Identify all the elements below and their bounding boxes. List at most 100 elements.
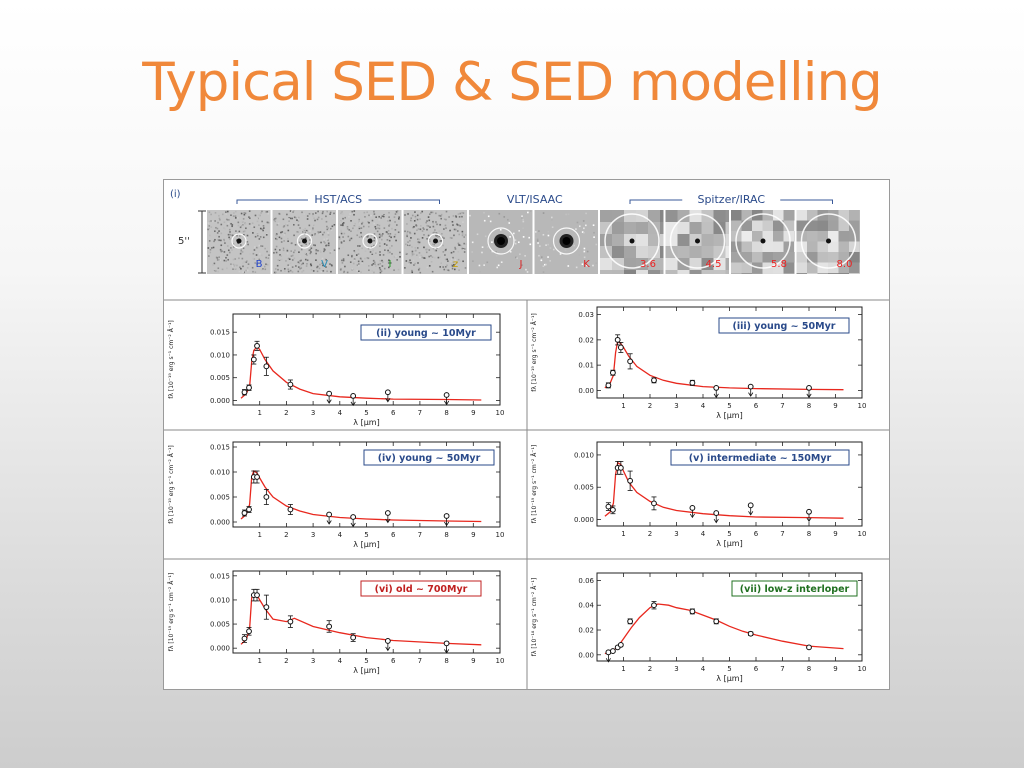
stamp-noise [286,223,288,225]
stamp-pixel [600,210,612,222]
image-stamp: I [338,210,402,274]
stamp-noise [376,237,379,240]
stamp-noise [356,234,359,237]
stamp-noise [262,227,265,229]
stamp-pixel [701,246,714,258]
stamp-noise [274,237,277,240]
stamp-noise [228,236,230,239]
stamp-pixel [807,252,818,263]
stamp-noise [216,232,219,234]
stamp-noise [421,230,424,232]
stamp-noise [384,249,386,251]
stamp-noise [433,231,436,234]
model-curve [240,470,482,523]
stamp-pixel [612,222,624,234]
stamp-noise [379,251,381,253]
stamp-noise [376,224,379,226]
stamp-noise [456,230,459,232]
stamp-noise [240,212,243,215]
data-point [713,618,720,625]
data-marker [254,342,260,349]
stamp-noise [292,251,295,254]
stamp-noise [501,266,503,269]
stamp-noise [298,251,300,254]
stamp-noise [295,265,297,267]
stamp-noise [407,263,409,266]
stamp-noise [449,268,452,270]
stamp-pixel [689,270,702,274]
band-label: 4.5 [706,259,722,270]
x-tick-label: 6 [391,409,396,417]
scale-label: 5'' [178,236,190,247]
stamp-noise [218,235,220,238]
stamp-noise [452,215,455,217]
stamp-noise [223,257,226,260]
stamp-noise [529,243,532,246]
stamp-noise [292,264,294,266]
stamp-pixel [701,234,714,246]
data-marker [246,506,252,513]
data-marker [350,393,357,399]
stamp-noise [378,242,381,244]
stamp-noise [441,236,444,239]
stamp-noise [290,255,293,257]
y-tick-label: 0.00 [578,387,594,395]
stamp-noise [283,234,286,236]
stamp-noise [567,265,570,267]
stamp-noise [435,221,437,223]
stamp-noise [426,266,429,269]
stamp-noise [509,236,511,238]
data-marker [384,638,391,644]
stamp-noise [273,252,275,254]
stamp-noise [463,248,466,250]
stamp-noise [457,251,460,253]
source-core [695,238,700,244]
stamp-pixel [677,210,690,222]
stamp-noise [583,256,586,259]
stamp-noise [417,238,419,241]
upper-limit-arrowhead [748,392,754,397]
stamp-noise [323,238,326,241]
stamp-noise [318,210,320,213]
stamp-noise [454,246,456,249]
stamp-noise [241,221,244,223]
stamp-noise [417,268,420,271]
stamp-noise [242,247,245,250]
data-marker [263,604,270,611]
stamp-noise [249,253,251,255]
stamp-noise [343,261,346,264]
stamp-pixel [828,220,839,231]
stamp-noise [437,241,440,244]
data-point [617,641,624,648]
upper-limit-arrowhead [689,513,695,519]
x-tick-label: 4 [338,657,343,665]
stamp-pixel [817,231,828,242]
stamp-noise [297,266,300,268]
stamp-noise [224,242,226,244]
stamp-noise [522,236,525,238]
stamp-noise [394,229,397,231]
stamp-noise [408,243,410,246]
plot-title-box [363,449,495,466]
stamp-noise [450,269,452,271]
stamp-noise [240,242,242,245]
stamp-noise [214,220,216,222]
stamp-pixel [701,222,714,234]
stamp-pixel [725,258,729,270]
stamp-noise [432,243,434,246]
stamp-noise [222,246,224,248]
stamp-pixel [701,270,714,274]
stamp-noise [306,254,308,257]
stamp-noise [351,267,354,270]
stamp-noise [350,220,352,222]
stamp-noise [340,246,342,249]
stamp-noise [547,243,549,246]
stamp-noise [522,218,524,221]
stamp-noise [343,232,346,235]
stamp-pixel [612,246,624,258]
stamp-pixel [665,210,678,222]
stamp-noise [486,246,489,248]
stamp-noise [357,245,359,247]
